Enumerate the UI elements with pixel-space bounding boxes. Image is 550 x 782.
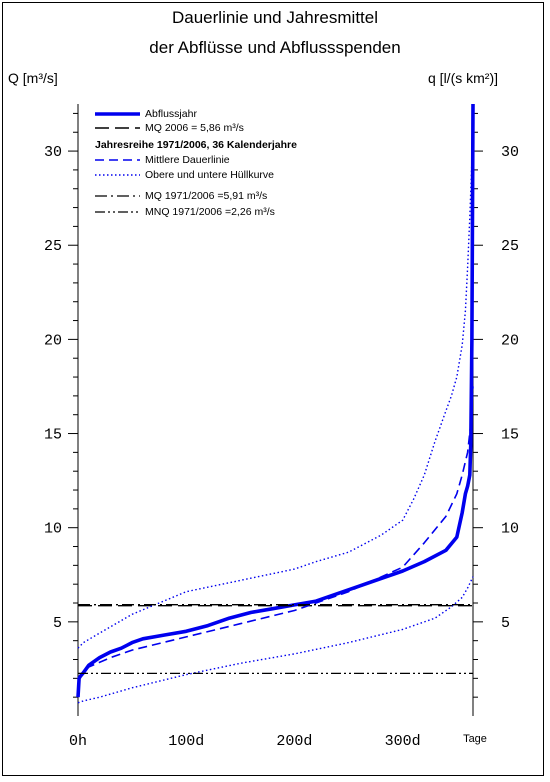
x-unit-label: Tage (463, 733, 487, 745)
x-tick-label: 100d (168, 733, 204, 750)
y-tick-label-right: 25 (501, 238, 519, 255)
y-axis-label-left: Q [m³/s] (8, 70, 58, 86)
y-tick-label-left: 15 (44, 427, 62, 444)
y-axis-label-right: q [l/(s km²)] (428, 70, 498, 86)
y-tick-label-left: 10 (44, 521, 62, 538)
series-line-2 (77, 386, 474, 681)
chart-subtitle: der Abflüsse und Abflussspenden (149, 38, 401, 57)
chart-frame (2, 2, 544, 776)
y-tick-label-right: 15 (501, 427, 519, 444)
y-tick-label-left: 5 (53, 615, 62, 632)
series-line-0 (76, 103, 475, 698)
legend-entry: Abflussjahr (145, 108, 197, 120)
y-tick-label-right: 30 (501, 144, 519, 161)
legend-group-heading: Jahresreihe 1971/2006, 36 Kalenderjahre (95, 139, 297, 151)
chart-title: Dauerlinie und Jahresmittel (172, 8, 378, 27)
y-tick-label-left: 20 (44, 332, 62, 349)
y-tick-label-left: 25 (44, 238, 62, 255)
y-tick-label-right: 20 (501, 332, 519, 349)
legend-entry: MQ 2006 = 5,86 m³/s (145, 122, 244, 134)
series-line-3 (77, 103, 474, 649)
y-tick-label-right: 10 (501, 521, 519, 538)
x-tick-label: 0h (69, 733, 87, 750)
y-tick-label-left: 30 (44, 144, 62, 161)
legend-entry: Obere und untere Hüllkurve (145, 169, 274, 181)
legend-entry: Mittlere Dauerlinie (145, 154, 230, 166)
legend-entry: MNQ 1971/2006 =2,26 m³/s (145, 206, 275, 218)
y-tick-label-right: 5 (501, 615, 510, 632)
x-tick-label: 300d (385, 733, 421, 750)
x-tick-label: 200d (276, 733, 312, 750)
legend-entry: MQ 1971/2006 =5,91 m³/s (145, 190, 267, 202)
